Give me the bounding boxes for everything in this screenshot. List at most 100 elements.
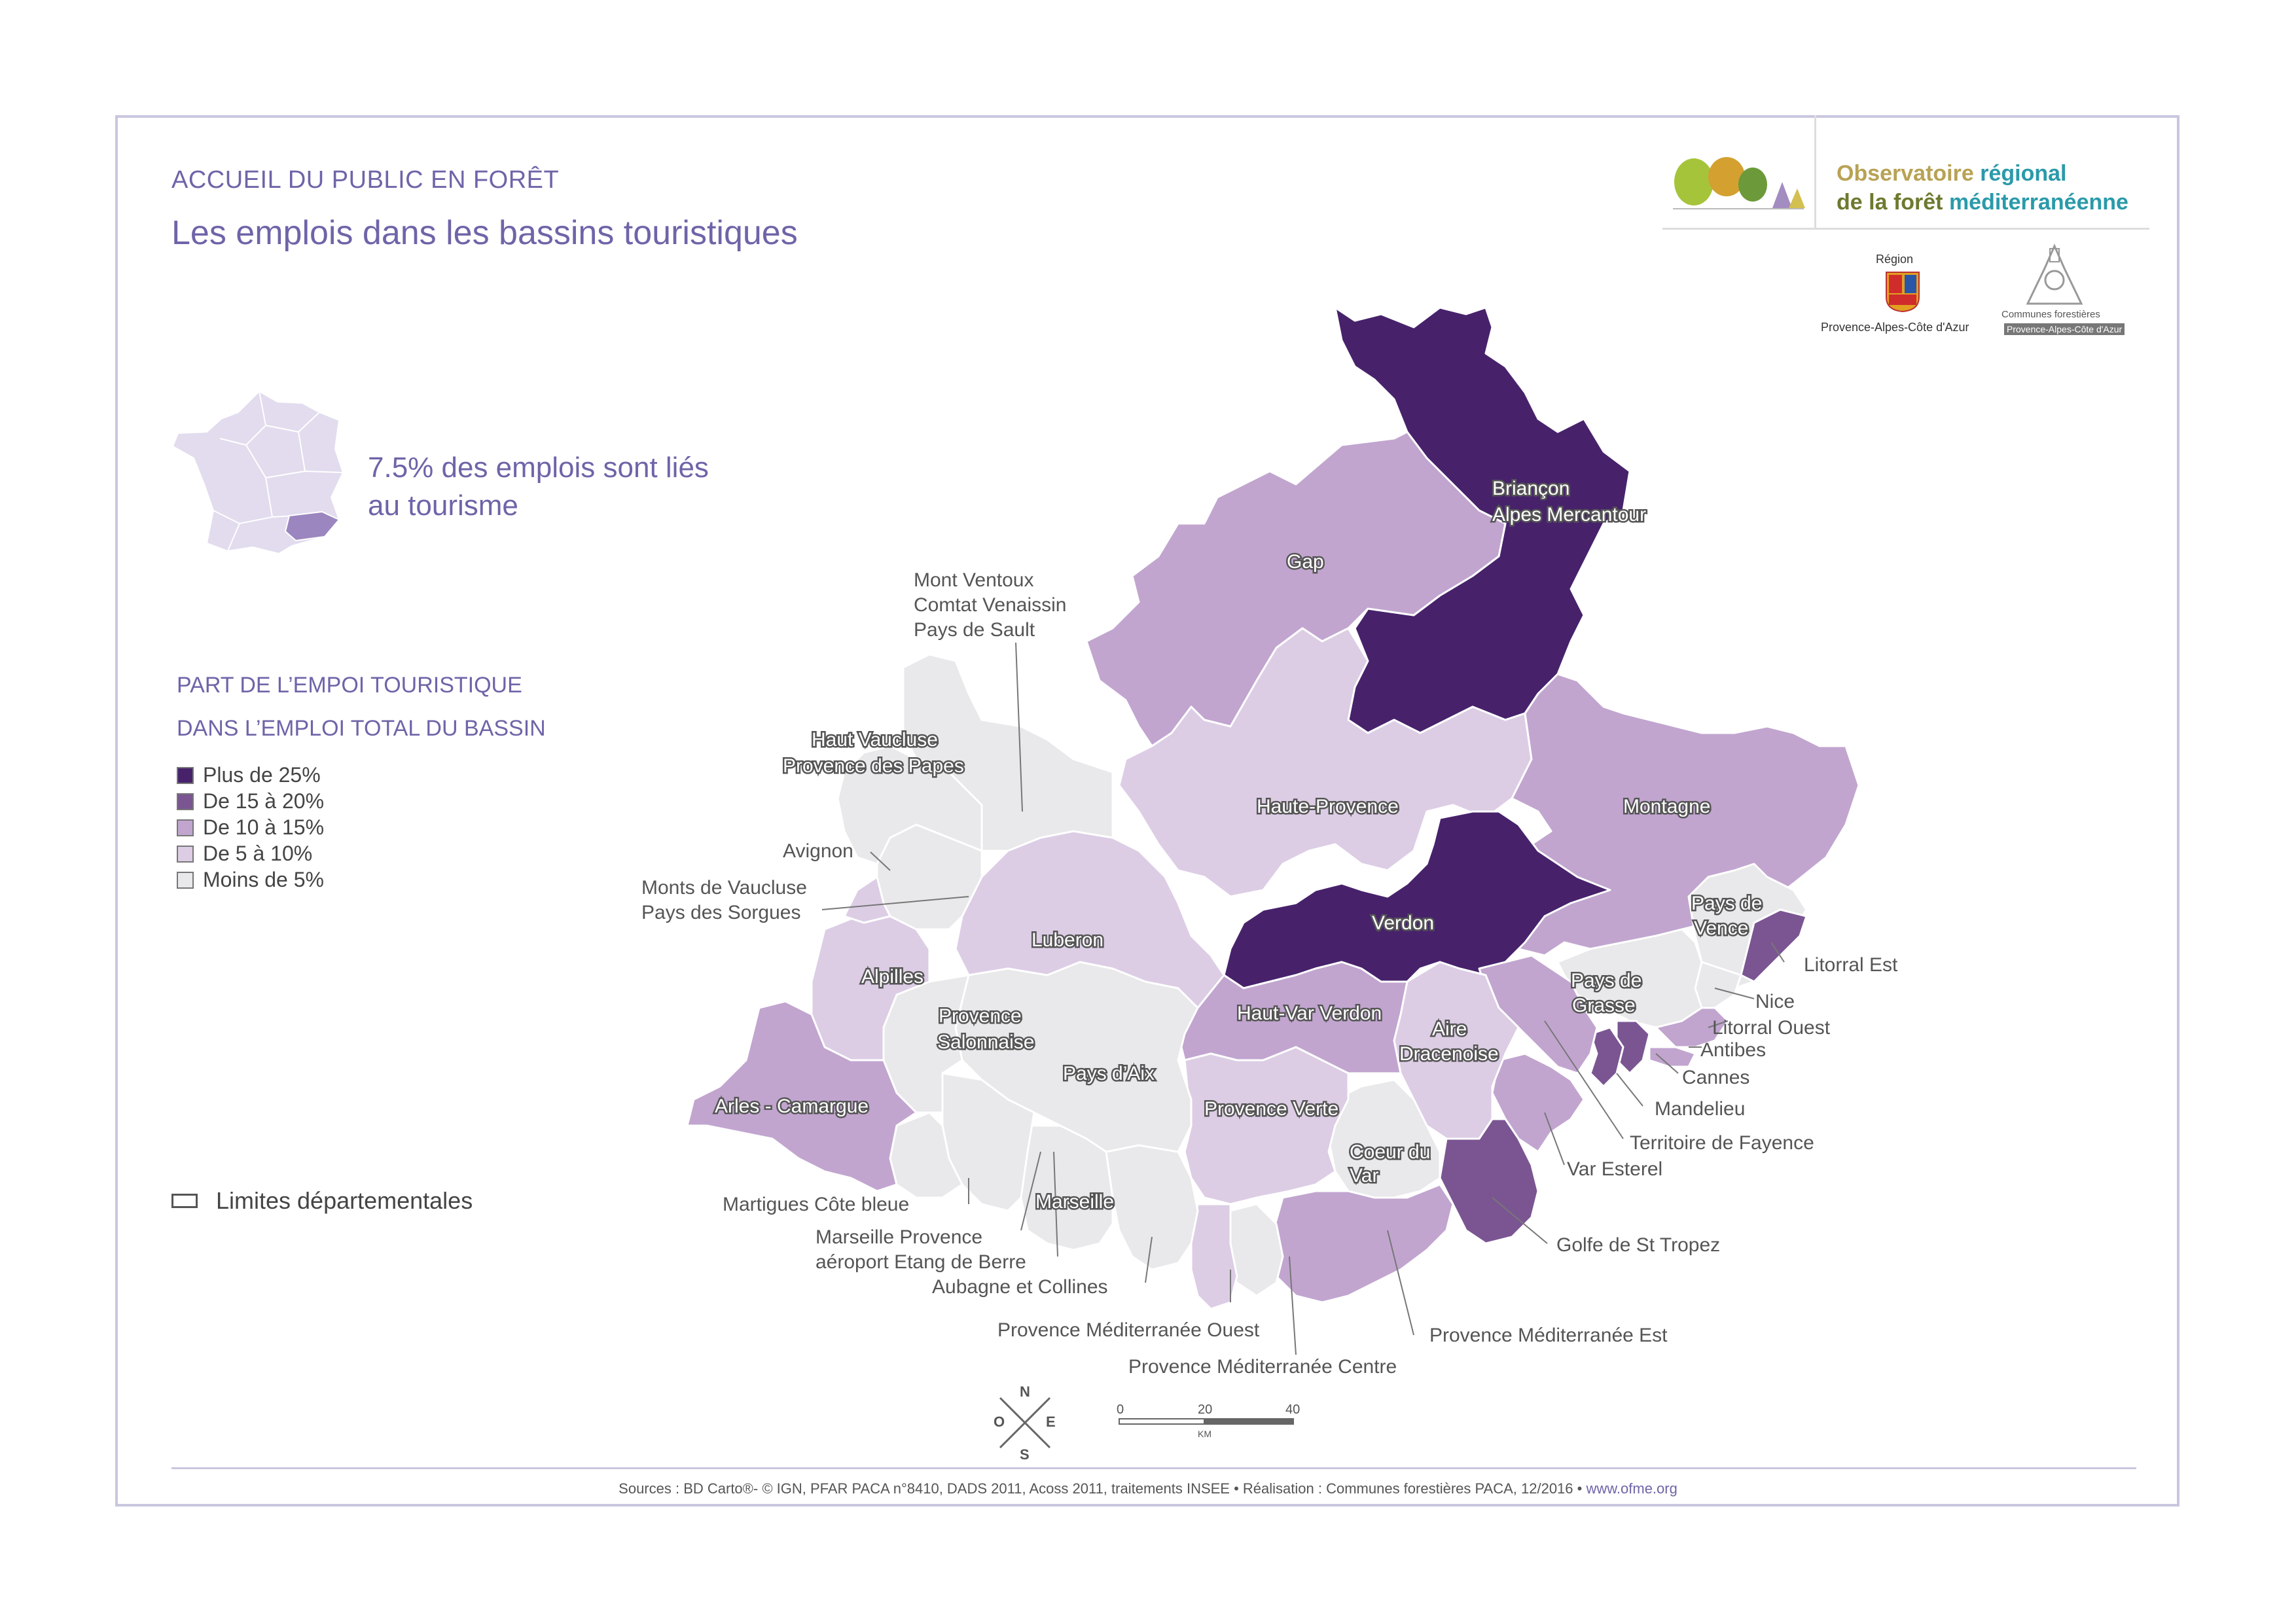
- label-aubagne: Aubagne et Collines: [932, 1276, 1108, 1298]
- label-nice: Nice: [1755, 991, 1795, 1012]
- label-haute-provence: Haute-Provence: [1257, 796, 1399, 817]
- compass-e: E: [1046, 1414, 1056, 1430]
- legend-title-line1: PART DE L’EMPOI TOURISTIQUE: [177, 673, 522, 698]
- ofme-title-line2: de la forêt méditerranéenne: [1837, 190, 2128, 215]
- scale-tick-40: 40: [1285, 1402, 1300, 1417]
- logo-divider-vertical: [1814, 115, 1816, 229]
- legend-swatch: [177, 871, 194, 889]
- label-haut-vaucluse-2: Provence des Papes: [783, 755, 964, 777]
- compass-n: N: [1020, 1383, 1030, 1400]
- legend-swatch: [177, 766, 194, 784]
- label-pays-vence-1: Pays de: [1691, 893, 1762, 914]
- compass-s: S: [1020, 1446, 1030, 1463]
- region-arles: [686, 1000, 918, 1192]
- label-pays-vence-2: Vence: [1694, 918, 1748, 939]
- footer-divider: [171, 1467, 2136, 1469]
- label-ventoux-1: Mont Ventoux: [914, 569, 1033, 591]
- region-var-esterel: [1491, 1052, 1585, 1153]
- footer-url[interactable]: www.ofme.org: [1586, 1480, 1677, 1497]
- label-martigues: Martigues Côte bleue: [723, 1194, 909, 1215]
- scale-unit: KM: [1198, 1429, 1211, 1439]
- legend-item: De 15 à 20%: [177, 789, 324, 813]
- label-luberon: Luberon: [1031, 929, 1103, 951]
- legend-swatch: [177, 819, 194, 836]
- scale-tick-20: 20: [1198, 1402, 1212, 1417]
- ofme-logo-icon: [1673, 157, 1805, 209]
- communes-forestieres-label: Communes forestières: [2001, 309, 2100, 320]
- label-fayence: Territoire de Fayence: [1630, 1132, 1814, 1154]
- label-monts-vaucluse-2: Pays des Sorgues: [641, 902, 800, 923]
- region-pme: [1268, 1183, 1454, 1304]
- region-haut-vaucluse: [836, 745, 983, 865]
- label-haut-vaucluse-1: Haut Vaucluse: [812, 729, 938, 751]
- label-alpilles: Alpilles: [861, 966, 924, 988]
- label-var-esterel: Var Esterel: [1567, 1158, 1662, 1180]
- scale-bar: 0 20 40 KM: [1117, 1402, 1300, 1439]
- legend-item: De 10 à 15%: [177, 815, 324, 840]
- label-pmo: Provence Méditerranée Ouest: [997, 1319, 1260, 1341]
- page-title: Les emplois dans les bassins touristique…: [171, 214, 798, 252]
- label-pays-grasse-1: Pays de: [1571, 970, 1641, 991]
- region-ventoux: [902, 653, 1114, 852]
- tourism-share-statement: 7.5% des emplois sont liés au tourisme: [368, 452, 709, 522]
- region-pmo: [1190, 1203, 1238, 1310]
- label-coeur-var-2: Var: [1350, 1165, 1378, 1186]
- region-nice: [1694, 961, 1742, 1009]
- legend-item: Moins de 5%: [177, 868, 324, 892]
- scale-tick-0: 0: [1117, 1402, 1124, 1417]
- label-golfe-tropez: Golfe de St Tropez: [1556, 1234, 1720, 1256]
- label-avignon: Avignon: [783, 840, 853, 862]
- label-antibes: Antibes: [1700, 1039, 1766, 1061]
- label-pme: Provence Méditerranée Est: [1429, 1325, 1668, 1346]
- label-verdon: Verdon: [1372, 912, 1434, 934]
- label-pmc: Provence Méditerranée Centre: [1128, 1356, 1397, 1378]
- compass-o: O: [994, 1414, 1005, 1430]
- region-aubagne: [1105, 1144, 1199, 1271]
- legend-item: Plus de 25%: [177, 763, 321, 787]
- label-salonnaise-1: Provence: [939, 1005, 1022, 1027]
- region-coeur-var: [1327, 1079, 1441, 1199]
- legend-item: De 5 à 10%: [177, 842, 312, 866]
- france-inset-map: [171, 390, 344, 555]
- region-crest-icon: [1886, 272, 1920, 313]
- label-haut-var: Haut-Var Verdon: [1237, 1003, 1382, 1024]
- label-arles: Arles - Camargue: [715, 1096, 869, 1117]
- legend-swatch: [177, 845, 194, 863]
- footer-sources: Sources : BD Carto®- © IGN, PFAR PACA n°…: [619, 1480, 1677, 1497]
- label-ventoux-2: Comtat Venaissin: [914, 594, 1066, 616]
- map-frame: [115, 115, 2179, 1507]
- label-litorral-ouest: Litorral Ouest: [1712, 1017, 1831, 1039]
- region-provence-verte: [1183, 1046, 1350, 1205]
- label-ventoux-3: Pays de Sault: [914, 619, 1035, 641]
- label-marseille-provence-2: aéroport Etang de Berre: [816, 1251, 1026, 1273]
- region-label: Région: [1876, 253, 1914, 266]
- label-mandelieu: Mandelieu: [1655, 1098, 1745, 1120]
- label-pays-aix: Pays d’Aix: [1063, 1063, 1155, 1084]
- page-kicker: ACCUEIL DU PUBLIC EN FORÊT: [171, 166, 560, 194]
- label-salonnaise-2: Salonnaise: [937, 1031, 1034, 1053]
- communes-forestieres-sub: Provence-Alpes-Côte d'Azur: [2004, 323, 2125, 335]
- region-mandelieu: [1589, 1026, 1624, 1088]
- label-litorral-est: Litorral Est: [1804, 954, 1898, 976]
- legend-title-line2: DANS L’EMPLOI TOTAL DU BASSIN: [177, 716, 546, 741]
- label-aire-dracenoise-1: Aire: [1432, 1018, 1467, 1040]
- label-marseille-provence-1: Marseille Provence: [816, 1226, 982, 1248]
- label-gap: Gap: [1287, 551, 1324, 573]
- region-antibes: [1648, 1046, 1696, 1068]
- label-marseille: Marseille: [1035, 1191, 1114, 1213]
- label-cannes: Cannes: [1682, 1067, 1749, 1088]
- label-monts-vaucluse-1: Monts de Vaucluse: [641, 877, 807, 899]
- compass-rose-icon: N S E O: [994, 1383, 1056, 1463]
- region-golfe-tropez: [1439, 1118, 1539, 1245]
- logo-divider: [1662, 228, 2149, 230]
- ofme-title-line1: Observatoire régional: [1837, 161, 2067, 186]
- label-briancon-1: Briançon: [1492, 478, 1570, 499]
- department-limits-legend: Limites départementales: [171, 1187, 473, 1215]
- communes-forestieres-logo-icon: [2026, 243, 2083, 305]
- label-coeur-var-1: Coeur du: [1350, 1141, 1430, 1163]
- region-avignon: [843, 876, 891, 924]
- region-name: Provence-Alpes-Côte d'Azur: [1821, 321, 1969, 334]
- label-briancon-2: Alpes Mercantour: [1492, 504, 1646, 526]
- region-haute-provence: [1118, 627, 1533, 898]
